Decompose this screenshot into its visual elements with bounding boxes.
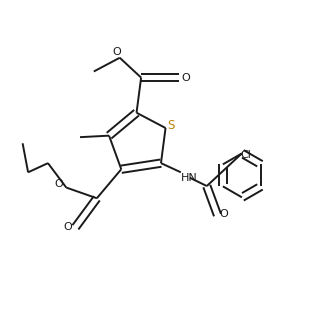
Text: HN: HN xyxy=(181,173,198,183)
Text: O: O xyxy=(54,179,63,189)
Text: O: O xyxy=(63,222,72,232)
Text: Cl: Cl xyxy=(240,150,251,160)
Text: O: O xyxy=(182,72,190,83)
Text: O: O xyxy=(112,47,121,57)
Text: S: S xyxy=(167,119,175,132)
Text: O: O xyxy=(219,209,228,219)
